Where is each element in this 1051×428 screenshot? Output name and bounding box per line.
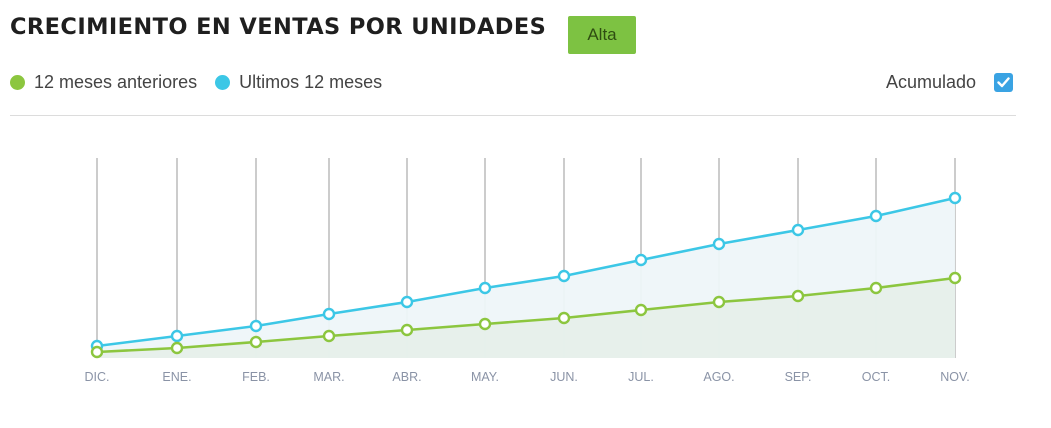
x-tick-label: OCT. — [862, 370, 890, 384]
data-point — [400, 323, 414, 337]
data-point — [869, 281, 883, 295]
legend-label-prev: 12 meses anteriores — [34, 72, 198, 92]
data-point — [791, 223, 805, 237]
data-point — [712, 295, 726, 309]
data-point — [557, 269, 571, 283]
legend-dot-prev — [10, 75, 25, 90]
legend: 12 meses anteriores Ultimos 12 meses — [10, 72, 400, 93]
x-tick-label: DIC. — [85, 370, 110, 384]
data-point — [557, 311, 571, 325]
x-tick-label: MAY. — [471, 370, 499, 384]
data-point — [869, 209, 883, 223]
x-tick-label: JUN. — [550, 370, 578, 384]
check-icon — [997, 77, 1010, 88]
x-tick-label: ENE. — [162, 370, 191, 384]
data-point — [249, 319, 263, 333]
chart-title: CRECIMIENTO EN VENTAS POR UNIDADES — [10, 14, 547, 40]
x-tick-label: AGO. — [703, 370, 734, 384]
line-series-0 — [96, 196, 956, 348]
accumulated-checkbox[interactable] — [994, 73, 1013, 92]
data-point — [478, 317, 492, 331]
data-point — [322, 329, 336, 343]
data-point — [712, 237, 726, 251]
legend-item-prev[interactable]: 12 meses anteriores — [10, 72, 197, 93]
legend-label-last: Ultimos 12 meses — [239, 72, 383, 92]
accumulated-label: Acumulado — [885, 72, 976, 92]
data-point — [948, 271, 962, 285]
alta-button[interactable]: Alta — [568, 16, 636, 54]
x-tick-label: FEB. — [242, 370, 270, 384]
data-point — [948, 191, 962, 205]
data-point — [791, 289, 805, 303]
line-series-1 — [96, 276, 956, 354]
data-point — [634, 303, 648, 317]
divider — [10, 115, 1016, 116]
accumulated-toggle: Acumulado — [886, 72, 1013, 93]
x-tick-label: ABR. — [392, 370, 421, 384]
data-point — [90, 345, 104, 359]
data-point — [322, 307, 336, 321]
data-point — [170, 341, 184, 355]
legend-item-last[interactable]: Ultimos 12 meses — [215, 72, 382, 93]
data-point — [400, 295, 414, 309]
data-point — [634, 253, 648, 267]
data-point — [170, 329, 184, 343]
x-tick-label: JUL. — [628, 370, 654, 384]
x-tick-label: SEP. — [785, 370, 812, 384]
data-point — [478, 281, 492, 295]
x-tick-label: MAR. — [313, 370, 344, 384]
legend-dot-last — [215, 75, 231, 90]
x-tick-label: NOV. — [940, 370, 969, 384]
data-point — [249, 335, 263, 349]
